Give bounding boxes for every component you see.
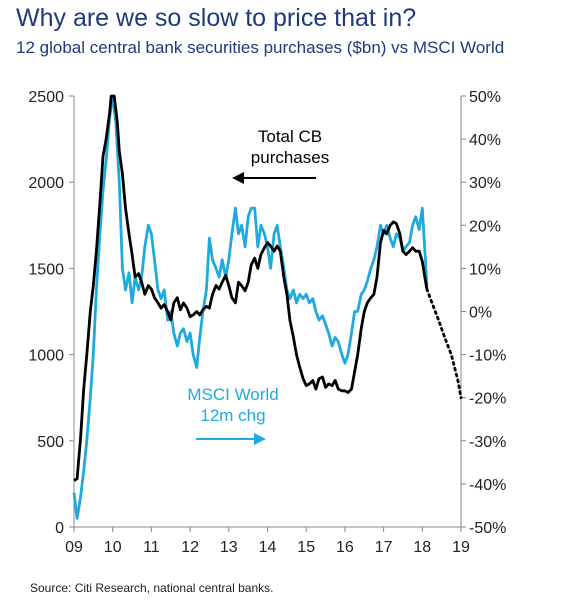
- x-tick-label: 17: [375, 539, 393, 556]
- right-tick-label: -10%: [469, 348, 506, 365]
- msci-annotation-line-1: MSCI World: [187, 385, 278, 404]
- chart-title: Why are we so slow to price that in?: [16, 4, 417, 32]
- x-tick-label: 13: [220, 539, 238, 556]
- series-layer: [72, 94, 463, 520]
- right-tick-label: -30%: [469, 434, 506, 451]
- right-tick-label: 50%: [469, 89, 501, 106]
- x-tick-label: 12: [181, 539, 199, 556]
- x-tick-label: 14: [259, 539, 277, 556]
- cb-annotation-arrowhead: [232, 172, 244, 184]
- x-tick-label: 18: [413, 539, 431, 556]
- left-tick-label: 2500: [28, 89, 64, 106]
- right-tick-label: -50%: [469, 520, 506, 537]
- x-axis-ticks: 09 10 11 12 13 14 15 16 17 18 19: [65, 527, 470, 556]
- x-tick-label: 09: [65, 539, 83, 556]
- x-tick-label: 16: [336, 539, 354, 556]
- left-axis-ticks: 0 500 1000 1500 2000 2500: [28, 89, 74, 537]
- x-tick-label: 11: [143, 539, 160, 556]
- msci-annotation-line-2: 12m chg: [200, 406, 265, 425]
- left-tick-label: 2000: [28, 175, 64, 192]
- right-axis-ticks: 50% 40% 30% 20% 10% 0% -10% -20% -30% -40% -50%: [461, 89, 506, 537]
- msci-annotation-arrowhead: [254, 433, 266, 445]
- right-tick-label: 20%: [469, 218, 501, 235]
- right-tick-label: 10%: [469, 261, 501, 278]
- left-tick-label: 500: [37, 434, 64, 451]
- cb-annotation-line-1: Total CB: [258, 127, 322, 146]
- chart-subtitle: 12 global central bank securities purcha…: [16, 38, 505, 57]
- cb-purchases-forecast-line: [425, 287, 463, 400]
- annotation-layer: Total CB purchases MSCI World 12m chg: [187, 127, 329, 445]
- left-tick-label: 1000: [28, 348, 64, 365]
- source-note: Source: Citi Research, national central …: [30, 581, 274, 595]
- cb-purchases-line: [73, 94, 429, 482]
- right-tick-label: 0%: [469, 305, 492, 322]
- left-tick-label: 1500: [28, 261, 64, 278]
- right-tick-label: 30%: [469, 175, 501, 192]
- x-tick-label: 15: [297, 539, 315, 556]
- msci-world-line: [72, 94, 429, 520]
- x-tick-label: 19: [452, 539, 470, 556]
- right-tick-label: 40%: [469, 132, 501, 149]
- cb-annotation-line-2: purchases: [251, 148, 329, 167]
- right-tick-label: -20%: [469, 391, 506, 408]
- x-tick-label: 10: [104, 539, 122, 556]
- left-tick-label: 0: [55, 520, 64, 537]
- right-tick-label: -40%: [469, 477, 506, 494]
